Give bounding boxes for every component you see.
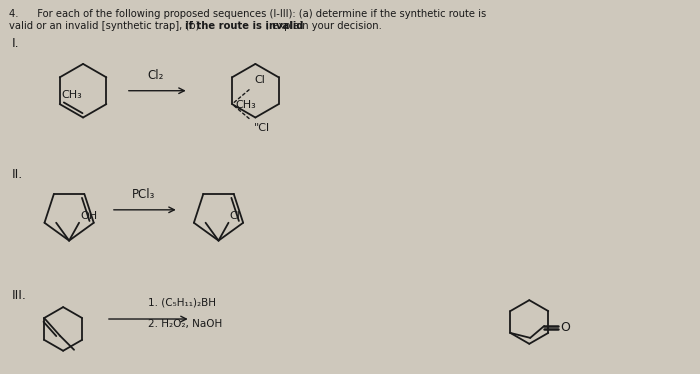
- Text: , explain your decision.: , explain your decision.: [266, 21, 382, 31]
- Text: CH₃: CH₃: [62, 90, 83, 100]
- Text: 2. H₂O₂, NaOH: 2. H₂O₂, NaOH: [148, 319, 222, 329]
- Text: valid or an invalid [synthetic trap], (b): valid or an invalid [synthetic trap], (b…: [9, 21, 203, 31]
- Text: III.: III.: [11, 289, 26, 302]
- Text: Cl: Cl: [230, 211, 240, 221]
- Text: if the route is invalid: if the route is invalid: [185, 21, 303, 31]
- Text: Cl₂: Cl₂: [148, 69, 164, 82]
- Text: I.: I.: [11, 37, 19, 50]
- Text: Cl: Cl: [254, 75, 265, 85]
- Text: PCl₃: PCl₃: [132, 188, 155, 201]
- Text: 4.      For each of the following proposed sequences (I-III): (a) determine if t: 4. For each of the following proposed se…: [9, 9, 486, 19]
- Text: "Cl: "Cl: [254, 123, 270, 133]
- Text: CH₃: CH₃: [235, 100, 256, 110]
- Text: 1. (C₅H₁₁)₂BH: 1. (C₅H₁₁)₂BH: [148, 297, 216, 307]
- Text: O: O: [560, 321, 570, 334]
- Text: OH: OH: [80, 211, 97, 221]
- Text: II.: II.: [11, 168, 22, 181]
